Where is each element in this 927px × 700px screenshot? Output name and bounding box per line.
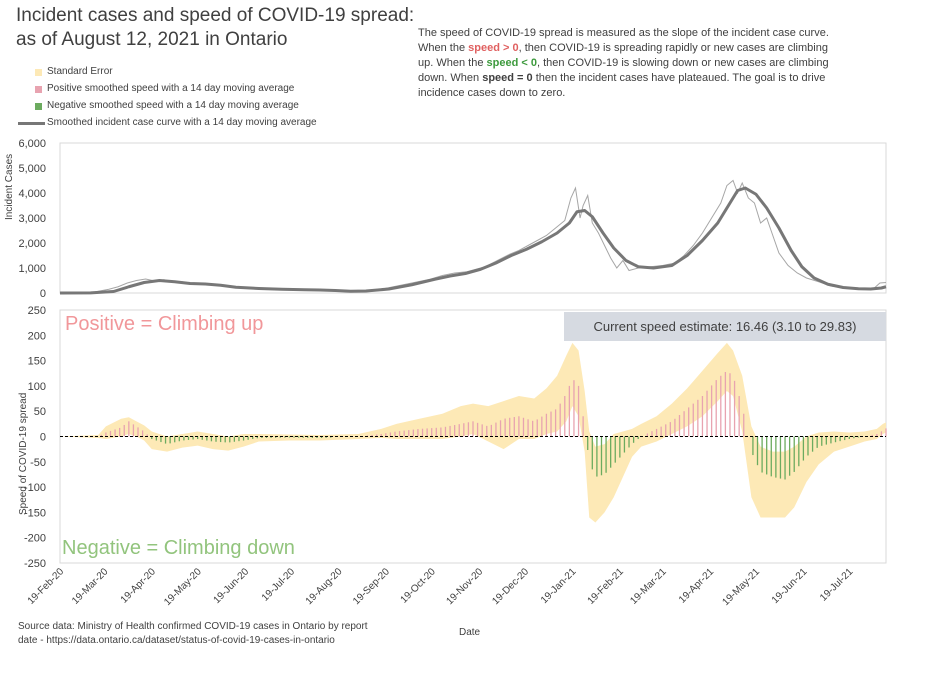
desc-part2: , then COVID-19 is spreading rapidly or … (418, 42, 828, 69)
source-line2: date - https://data.ontario.ca/dataset/s… (18, 635, 335, 646)
x-tick-label: 19-Mar-20 (70, 566, 111, 607)
x-tick-label: 19-Jan-21 (539, 566, 579, 606)
bottom-y-tick-label: 100 (28, 381, 46, 393)
chart-title-line1: Incident cases and speed of COVID-19 spr… (16, 5, 415, 26)
x-tick-label: 19-Jun-21 (770, 566, 810, 606)
bottom-y-tick-label: -250 (24, 558, 46, 570)
bottom-y-tick-label: 250 (28, 305, 46, 317)
source-line1: Source data: Ministry of Health confirme… (18, 621, 368, 632)
x-tick-label: 19-Nov-20 (444, 566, 485, 607)
top-y-tick-label: 1,000 (18, 263, 46, 275)
legend-label-positive: Positive smoothed speed with a 14 day mo… (47, 83, 295, 94)
legend-label-se: Standard Error (47, 66, 113, 77)
bottom-y-tick-label: -50 (30, 457, 46, 469)
bottom-y-tick-label: -100 (24, 482, 46, 494)
chart-title: Incident cases and speed of COVID-19 spr… (16, 4, 415, 52)
bottom-y-tick-label: -150 (24, 507, 46, 519)
bottom-y-axis-label: Speed of COVID-19 spread (18, 392, 29, 515)
legend-swatch-positive (35, 86, 42, 93)
x-tick-label: 19-Feb-20 (26, 566, 67, 607)
bottom-y-tick-label: 50 (34, 406, 46, 418)
source-note: Source data: Ministry of Health confirme… (18, 620, 418, 648)
current-speed-box: Current speed estimate: 16.46 (3.10 to 2… (564, 312, 886, 341)
top-plot-frame (59, 142, 887, 294)
positive-annotation: Positive = Climbing up (65, 313, 264, 335)
top-y-tick-label: 6,000 (18, 138, 46, 150)
x-tick-label: 19-May-21 (721, 566, 763, 608)
x-tick-label: 19-Apr-21 (677, 566, 717, 606)
legend-swatch-se (35, 69, 42, 76)
legend-swatch-negative (35, 103, 42, 110)
top-y-tick-label: 3,000 (18, 213, 46, 225)
desc-speed-zero: speed = 0 (482, 72, 533, 84)
desc-part1: The speed of COVID-19 spread is measured… (418, 27, 829, 54)
desc-part4: then the incident cases have plateaued. … (418, 72, 826, 99)
x-tick-label: 19-May-20 (162, 566, 204, 608)
x-axis-label: Date (459, 627, 481, 638)
top-y-tick-label: 5,000 (18, 163, 46, 175)
top-y-tick-label: 0 (40, 288, 46, 300)
x-tick-label: 19-Jul-20 (260, 566, 298, 604)
bottom-y-tick-label: 150 (28, 356, 46, 368)
x-tick-label: 19-Oct-20 (399, 566, 439, 606)
x-tick-label: 19-Jul-21 (818, 566, 856, 604)
legend-swatch-smoothed-line (18, 122, 45, 125)
legend-label-smoothed-line: Smoothed incident case curve with a 14 d… (47, 117, 317, 128)
desc-speed-negative: speed < 0 (486, 57, 537, 69)
top-y-tick-label: 2,000 (18, 238, 46, 250)
x-tick-label: 19-Sep-20 (351, 566, 392, 607)
desc-part3: , then COVID-19 is slowing down or new c… (418, 57, 829, 84)
top-y-tick-label: 4,000 (18, 188, 46, 200)
top-y-axis-label: Incident Cases (4, 153, 15, 220)
desc-speed-positive: speed > 0 (468, 42, 519, 54)
smoothed-incident-curve (59, 186, 887, 295)
speed-description: The speed of COVID-19 spread is measured… (418, 26, 838, 101)
x-tick-label: 19-Mar-21 (628, 566, 669, 607)
bottom-y-tick-label: 200 (28, 330, 46, 342)
negative-annotation: Negative = Climbing down (62, 537, 295, 559)
bottom-y-tick-label: 0 (40, 432, 46, 444)
x-tick-label: 19-Aug-20 (304, 566, 345, 607)
x-tick-label: 19-Dec-20 (490, 566, 531, 607)
x-tick-label: 19-Jun-20 (212, 566, 252, 606)
x-tick-label: 19-Feb-21 (586, 566, 627, 607)
raw-incident-line (59, 179, 887, 294)
chart-title-line2: as of August 12, 2021 in Ontario (16, 29, 288, 50)
bottom-y-tick-label: -200 (24, 533, 46, 545)
x-tick-label: 19-Apr-20 (119, 566, 159, 606)
legend-label-negative: Negative smoothed speed with a 14 day mo… (47, 100, 299, 111)
